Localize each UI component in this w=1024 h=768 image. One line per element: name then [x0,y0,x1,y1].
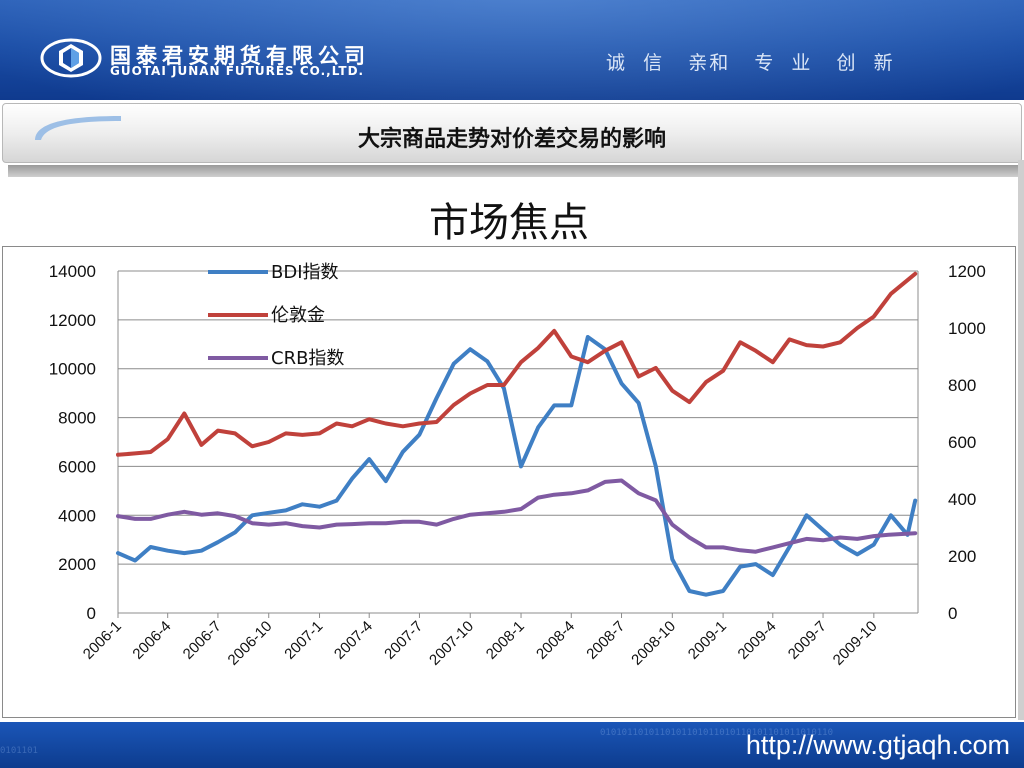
header-glow [0,0,1024,100]
series-line [116,271,918,457]
company-motto: 诚 信 亲和 专 业 创 新 [606,52,895,74]
series-line [116,335,918,597]
x-tick-label: 2006-1 [80,618,125,663]
y-right-tick-label: 600 [948,433,976,452]
title-shadow [8,165,1024,177]
y-right-tick-label: 1200 [948,262,986,281]
y-right-tick-label: 800 [948,376,976,395]
x-tick-label: 2007-7 [381,618,426,663]
legend-label: BDI指数 [271,262,339,283]
company-name-en: GUOTAI JUNAN FUTURES CO.,LTD. [110,64,365,78]
footer-banner: 0101011010110101101011010110101101011010… [0,722,1024,768]
x-tick-label: 2006-7 [180,618,225,663]
x-tick-label: 2008-7 [583,618,628,663]
x-tick-label: 2008-4 [533,618,578,663]
chart-container: 0 2000 4000 6000 8000 10000 12000 14000 0 200 400 6… [2,246,1016,718]
title-bar: 大宗商品走势对价差交易的影响 [2,103,1022,163]
y-left-tick-label: 10000 [49,360,96,379]
slide-subtitle: 市场焦点 [429,200,589,246]
header-banner: 国泰君安期货有限公司 GUOTAI JUNAN FUTURES CO.,LTD.… [0,0,1024,100]
y-right-tick-label: 200 [948,547,976,566]
y-left-tick-label: 14000 [49,262,96,281]
company-name-cn: 国泰君安期货有限公司 [110,44,370,68]
y-left-tick-label: 0 [87,604,96,623]
y-right-tick-label: 0 [948,604,957,623]
x-tick-label: 2009-4 [735,618,780,663]
x-tick-label: 2009-7 [785,618,830,663]
y-right-tick-label: 400 [948,490,976,509]
y-left-tick-label: 8000 [58,409,96,428]
x-tick-label: 2007-1 [281,618,326,663]
y-left-tick-label: 4000 [58,506,96,525]
x-tick-label: 2006-4 [129,618,174,663]
x-tick-label: 2007-4 [331,618,376,663]
legend-label: 伦敦金 [271,305,325,326]
footer-binary-pattern: 0101011010110101101011010110101101011010… [600,728,833,738]
website-url[interactable]: http://www.gtjaqh.com [745,730,1010,760]
footer-binary-pattern-left: 0101101 [0,746,38,756]
right-edge-shadow [1018,160,1024,720]
line-chart: 0 2000 4000 6000 8000 10000 12000 14000 0 200 400 6… [49,262,986,669]
y-left-tick-label: 6000 [58,457,96,476]
slide-title: 大宗商品走势对价差交易的影响 [357,126,666,152]
hexagon-logo-icon [40,38,102,78]
y-right-tick-label: 1000 [948,319,986,338]
x-tick-label: 2009-10 [830,618,881,669]
swoosh-decoration-icon [35,116,121,140]
y-left-tick-label: 12000 [49,311,96,330]
x-tick-label: 2006-10 [225,618,276,669]
series-line [116,478,918,554]
legend-label: CRB指数 [271,348,344,369]
x-tick-label: 2009-1 [685,618,730,663]
y-left-tick-label: 2000 [58,555,96,574]
x-tick-label: 2007-10 [426,618,477,669]
x-tick-label: 2008-10 [628,618,679,669]
x-tick-label: 2008-1 [483,618,528,663]
